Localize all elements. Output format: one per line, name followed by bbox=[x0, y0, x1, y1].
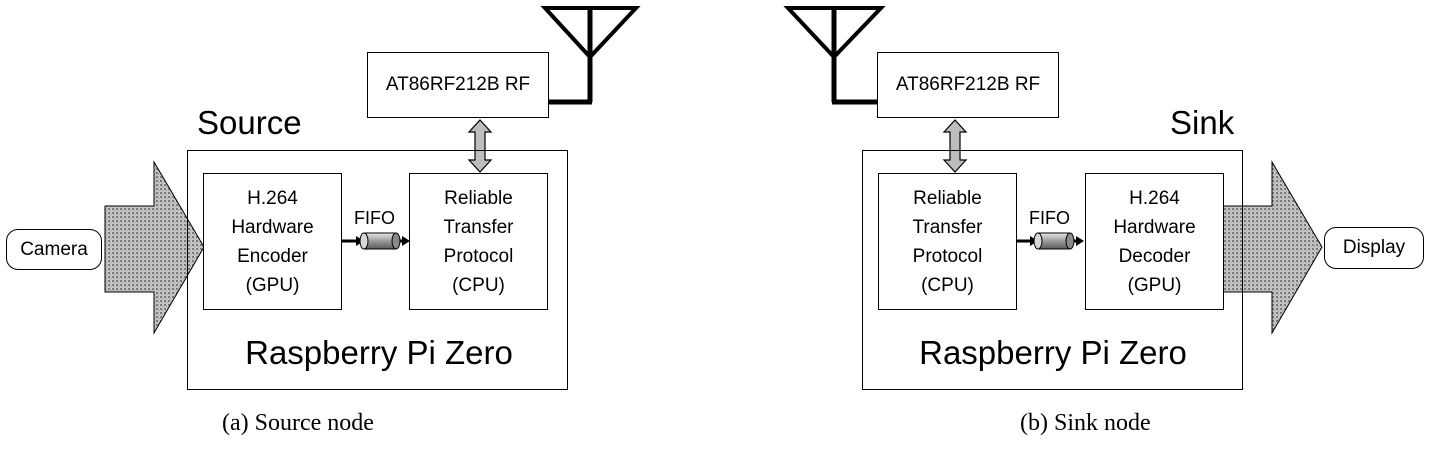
source-raspberry-pi-board bbox=[187, 150, 568, 390]
sink-rf-module: AT86RF212B RF bbox=[877, 52, 1059, 118]
source-encoder-block: H.264 Hardware Encoder (GPU) bbox=[203, 173, 342, 310]
sink-board-label: Raspberry Pi Zero bbox=[919, 334, 1187, 371]
sink-decoder-block: H.264 Hardware Decoder (GPU) bbox=[1085, 173, 1224, 310]
sink-rf-link-arrow bbox=[942, 119, 968, 173]
display-box: Display bbox=[1324, 227, 1424, 269]
source-rf-module: AT86RF212B RF bbox=[367, 52, 549, 118]
source-board-label: Raspberry Pi Zero bbox=[245, 334, 513, 371]
source-input-arrow bbox=[104, 160, 205, 335]
source-fifo-label: FIFO bbox=[354, 208, 395, 228]
sink-fifo-label: FIFO bbox=[1029, 208, 1070, 228]
camera-box: Camera bbox=[6, 229, 102, 270]
source-antenna-icon bbox=[540, 6, 641, 105]
sink-caption: (b) Sink node bbox=[1020, 410, 1151, 436]
source-fifo-pipe-icon bbox=[342, 232, 410, 250]
sink-node-title: Sink bbox=[1170, 104, 1235, 141]
source-node-title: Source bbox=[197, 104, 302, 141]
sink-transfer-protocol-block: Reliable Transfer Protocol (CPU) bbox=[878, 173, 1017, 310]
sink-rf-label: AT86RF212B RF bbox=[895, 74, 1041, 95]
sink-antenna-icon bbox=[783, 5, 886, 105]
sink-output-arrow bbox=[1222, 160, 1323, 335]
source-caption: (a) Source node bbox=[222, 410, 374, 436]
source-rf-link-arrow bbox=[467, 119, 493, 173]
source-rf-label: AT86RF212B RF bbox=[385, 74, 531, 95]
display-label: Display bbox=[1342, 237, 1406, 258]
sink-fifo-pipe-icon bbox=[1016, 232, 1084, 250]
sink-raspberry-pi-board bbox=[862, 150, 1243, 390]
source-transfer-protocol-block: Reliable Transfer Protocol (CPU) bbox=[409, 173, 548, 310]
camera-label: Camera bbox=[20, 238, 88, 260]
